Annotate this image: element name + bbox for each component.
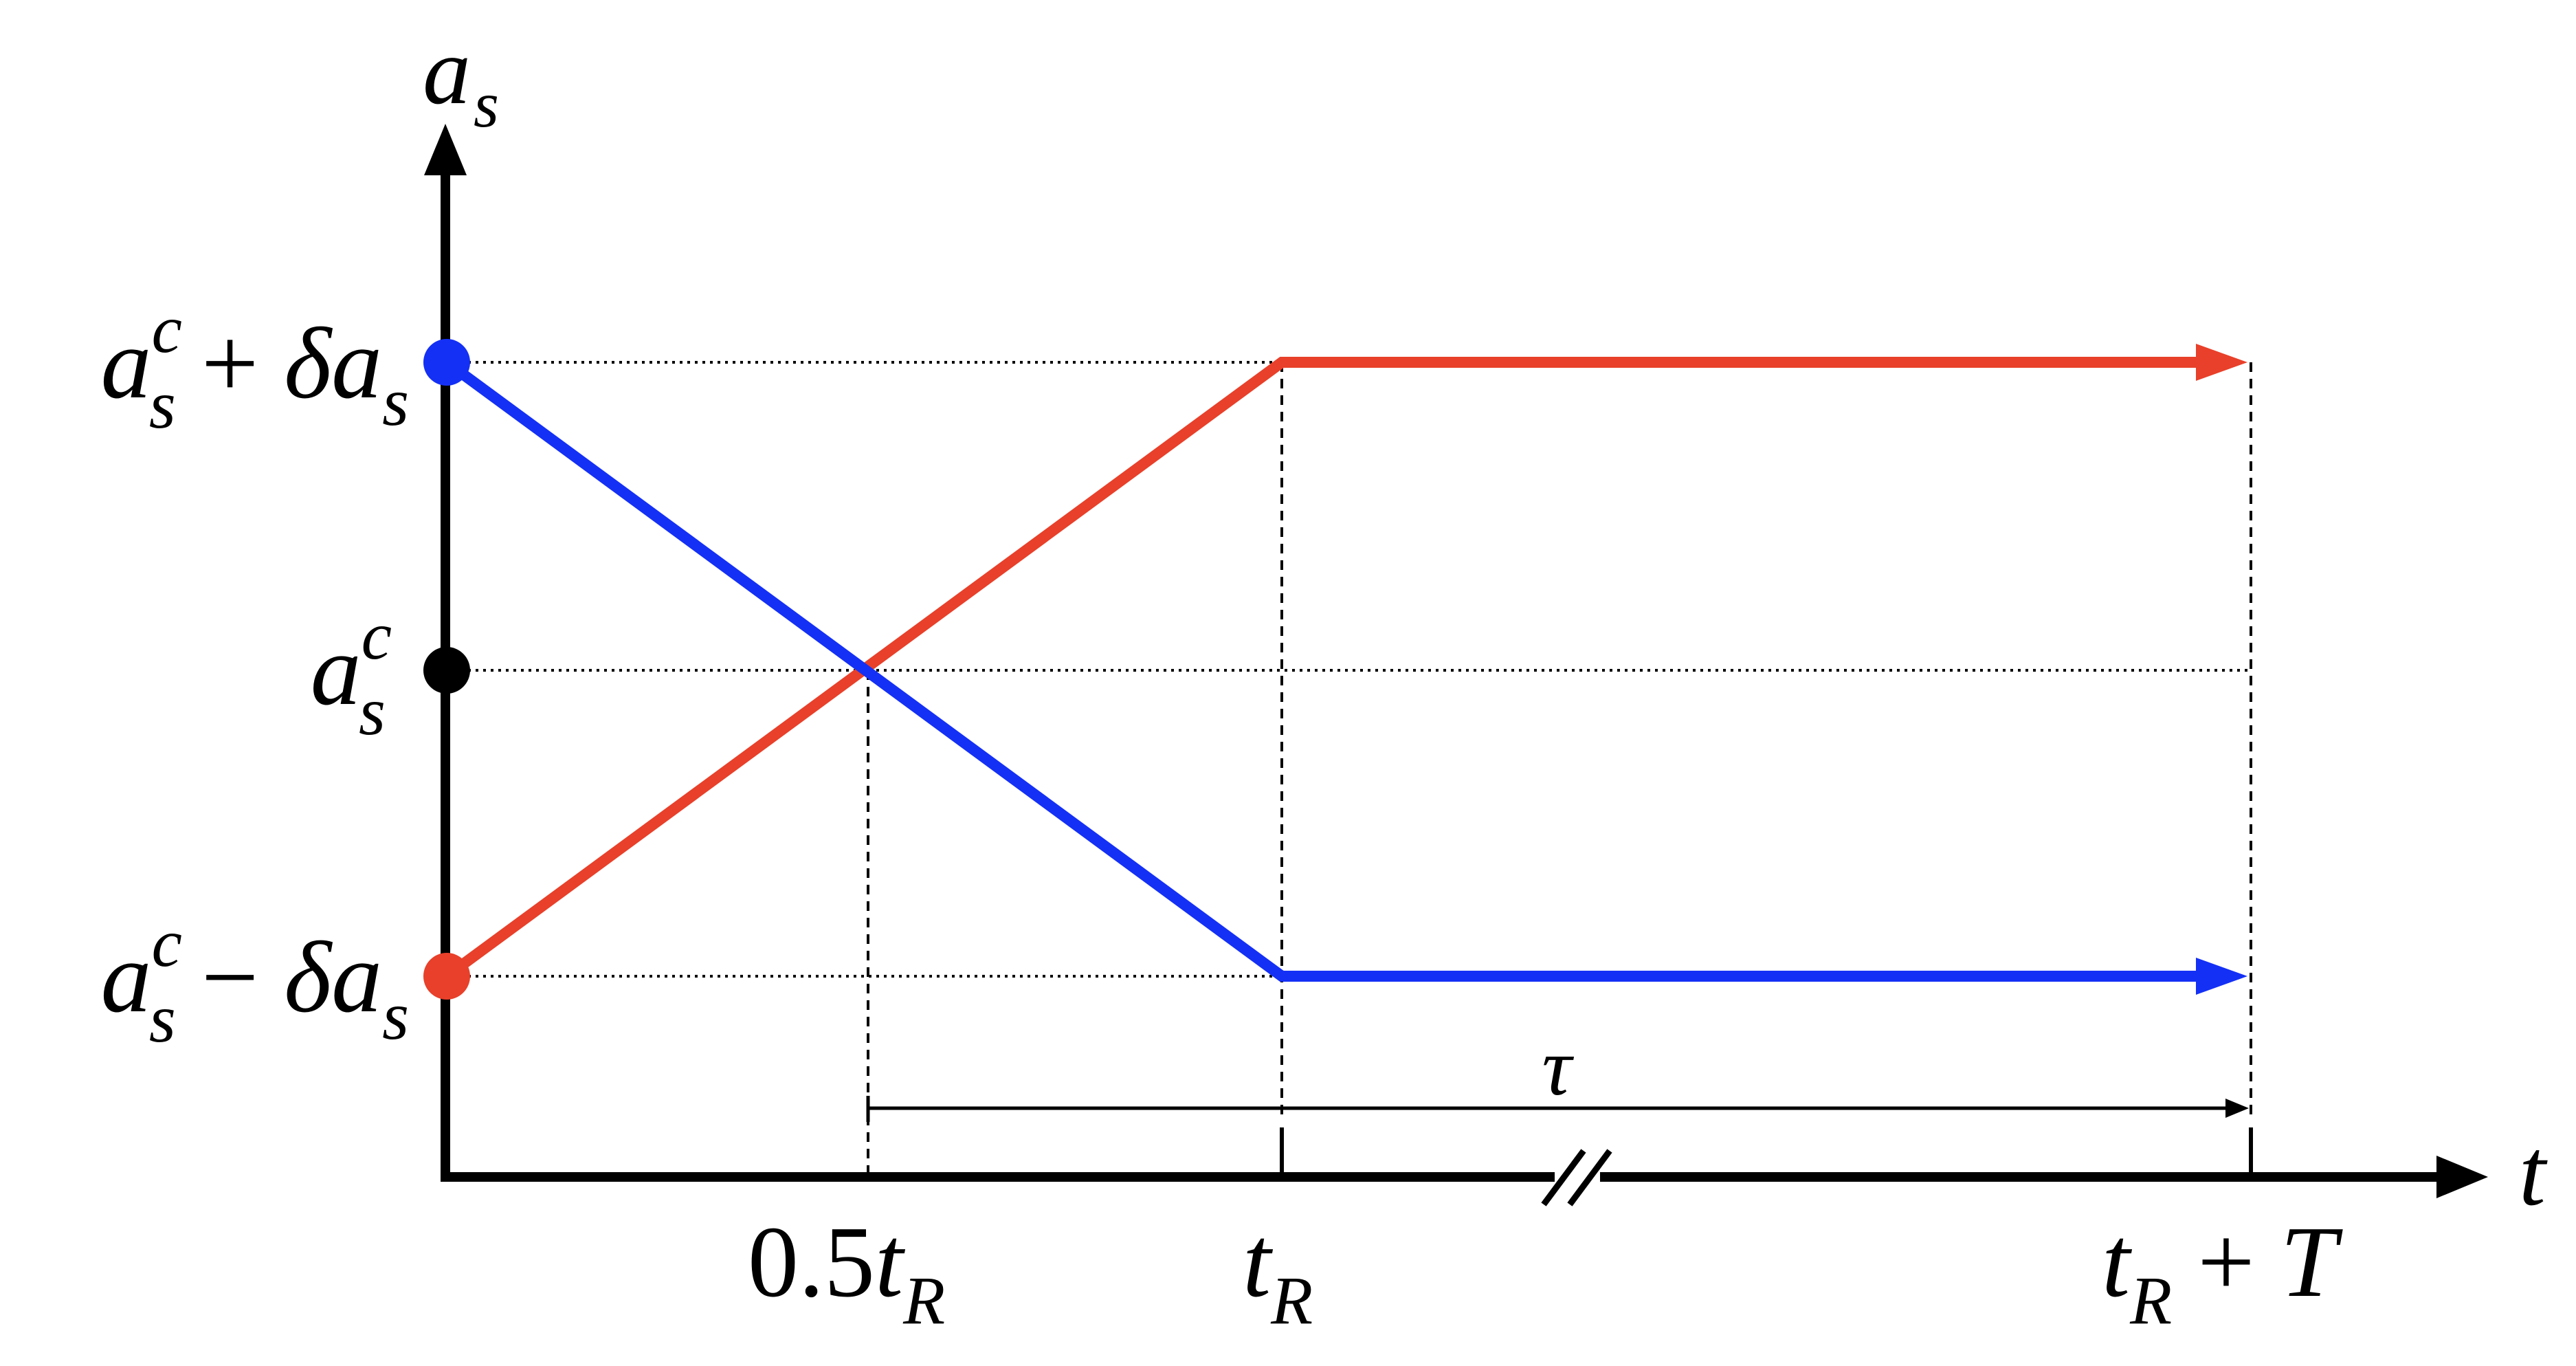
y-axis-title: as (423, 18, 499, 141)
tau-label: τ (1542, 1021, 1575, 1112)
axis-break-slash-right (1567, 1149, 1612, 1207)
x-label-tR: tR (1243, 1206, 1313, 1339)
axis-break-slash-left (1541, 1149, 1586, 1207)
x-axis-arrowhead (2436, 1156, 2488, 1198)
red-path-arrowhead (2196, 344, 2247, 381)
x-label-end: tR + T (2102, 1206, 2344, 1339)
red-path-line (443, 357, 2206, 981)
x-axis-title: t (2519, 1119, 2548, 1226)
lower-level-point (423, 953, 470, 1000)
y-axis-arrowhead (424, 124, 467, 175)
blue-path-arrowhead (2196, 958, 2247, 995)
y-label-center: ac s (311, 597, 392, 749)
y-label-lower: ac s − δas (101, 905, 410, 1057)
x-label-half: 0.5tR (748, 1206, 945, 1339)
tau-interval-arrowhead (2225, 1099, 2249, 1118)
upper-level-point (423, 339, 470, 386)
center-level-point (423, 647, 470, 694)
blue-path-line (443, 357, 2206, 982)
y-label-upper: ac s + δas (101, 291, 410, 443)
